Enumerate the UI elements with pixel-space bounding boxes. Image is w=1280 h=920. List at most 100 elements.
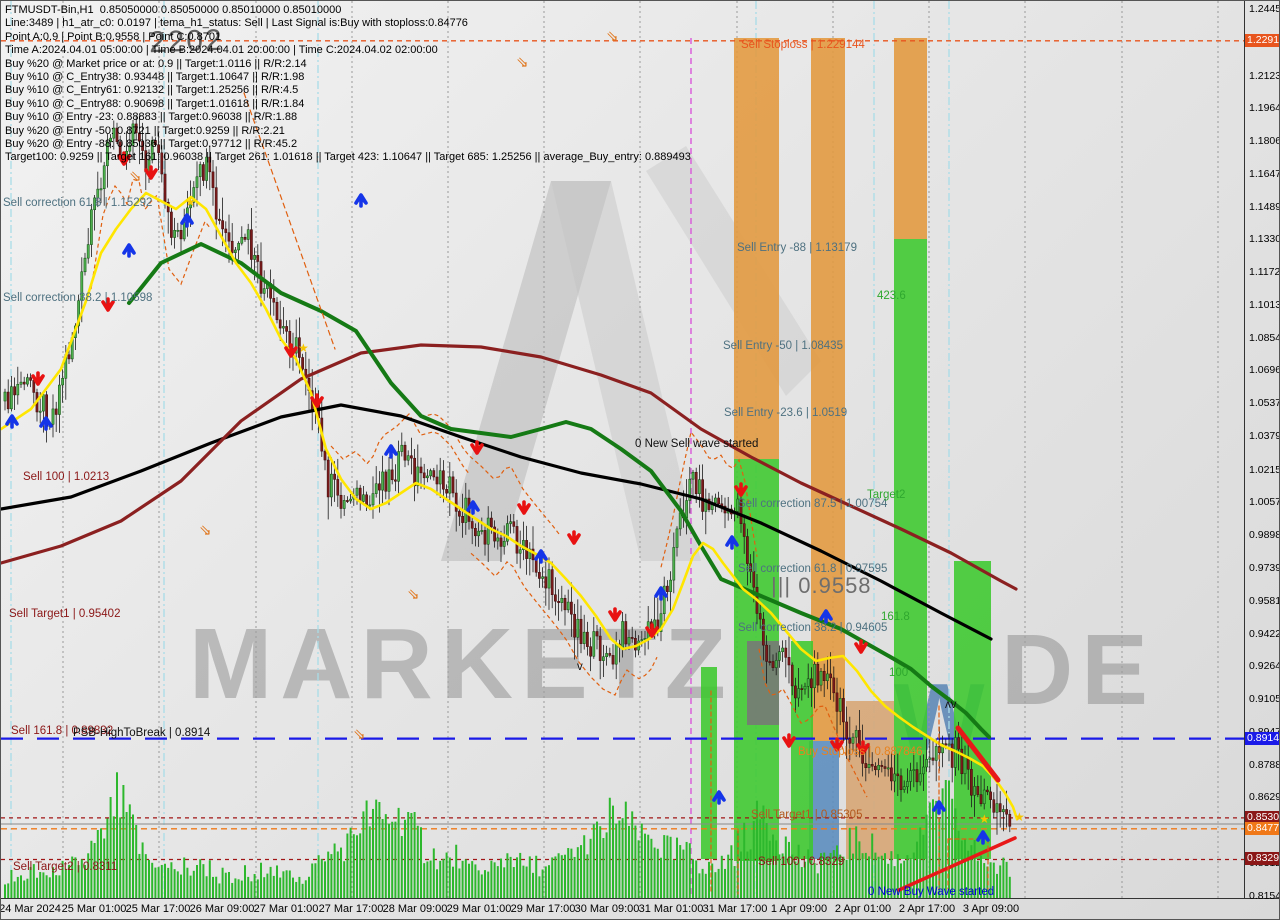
chart-annotation[interactable]: Sell correction 87.5 | 1.00754 — [738, 498, 888, 510]
chart-annotation[interactable]: Sell 100 | 1.0213 — [23, 471, 110, 483]
sell-arrow-icon[interactable] — [830, 737, 844, 752]
ma-yellow — [1, 191, 1019, 821]
chart-annotation[interactable]: 0 New Buy Wave started — [868, 886, 995, 898]
chart-annotation[interactable]: Sell Target1 | 0.95402 — [9, 608, 121, 620]
sell-arrow-icon[interactable] — [284, 343, 298, 358]
sell-arrow-icon[interactable] — [310, 393, 324, 408]
header-info-line: Buy %20 @ Market price or at: 0.9 || Tar… — [5, 57, 307, 70]
chart-annotation[interactable]: Sell Entry -88 | 1.13179 — [737, 242, 857, 254]
sell-arrow-icon[interactable] — [734, 482, 748, 497]
header-info-line: Line:3489 | h1_atr_c0: 0.0197 | tema_h1_… — [5, 17, 468, 30]
psar-trail — [90, 178, 212, 290]
trend-segment[interactable] — [243, 92, 336, 350]
price-tick: 1.13306 — [1249, 233, 1279, 246]
sell-arrow-icon[interactable] — [117, 151, 131, 166]
price-tag: 0.85305 — [1245, 810, 1279, 824]
chart-annotation[interactable]: ʌv — [945, 699, 957, 711]
buy-arrow-icon[interactable] — [39, 416, 53, 431]
time-tick: 27 Mar 17:00 — [318, 903, 384, 915]
chart-annotation[interactable]: Sell 100 | 0.8329 — [758, 856, 845, 868]
zone-band-green[interactable] — [894, 239, 927, 859]
sell-arrow-icon[interactable] — [101, 297, 115, 312]
price-tick: 1.03791 — [1249, 429, 1279, 442]
psar-trail — [420, 413, 560, 535]
buy-arrow-icon[interactable] — [976, 830, 990, 845]
sell-arrow-icon[interactable] — [517, 500, 531, 515]
chart-annotation[interactable]: Sell correction 61.8 | 0.97595 — [738, 563, 888, 575]
sell-arrow-icon[interactable] — [782, 733, 796, 748]
time-axis-separator — [1, 898, 1279, 899]
buy-arrow-icon[interactable] — [534, 549, 548, 564]
buy-arrow-icon[interactable] — [122, 243, 136, 258]
chart-annotation[interactable]: Sell Target1 | 0.85305 — [751, 809, 863, 821]
price-tag: 0.84776 — [1245, 821, 1279, 835]
chart-annotation[interactable]: Buy Stoploss | 0.887846 — [798, 746, 923, 758]
trend-segment[interactable] — [955, 725, 1001, 783]
buy-arrow-icon[interactable] — [932, 800, 946, 815]
chart-annotation[interactable]: 423.6 — [877, 290, 906, 302]
chart-annotation[interactable]: 100 — [889, 667, 909, 679]
buy-arrow-icon[interactable] — [384, 444, 398, 459]
buy-arrow-icon[interactable] — [466, 500, 480, 515]
chart-annotation[interactable]: Sell Target2 | 0.8311 — [13, 861, 118, 873]
zone-band-orange[interactable] — [811, 38, 845, 741]
chart-annotation[interactable]: Sell Stoploss | 1.229144 — [741, 39, 865, 51]
price-tick: 1.00571 — [1249, 496, 1279, 509]
price-tick: 1.14891 — [1249, 200, 1279, 213]
chart-annotation[interactable]: Sell Entry -23.6 | 1.0519 — [724, 407, 848, 419]
header-info-line: FTMUSDT-Bin,H1 0.85050000 0.85050000 0.8… — [5, 4, 342, 16]
chart-annotation[interactable]: Sell 161.8 | 0.89832 — [11, 725, 114, 737]
zone-band-tan[interactable] — [846, 701, 894, 859]
price-tick: 1.11720 — [1249, 266, 1280, 279]
trend-segment[interactable] — [897, 836, 1017, 892]
chart-annotation[interactable]: v — [577, 661, 583, 673]
time-tick: 25 Mar 01:00 — [61, 903, 127, 915]
buy-arrow-icon[interactable] — [819, 609, 833, 624]
price-tick: 0.86299 — [1249, 791, 1279, 804]
chart-annotation[interactable]: Sell correction 38.2 | 0.94605 — [738, 622, 888, 634]
buy-arrow-icon[interactable] — [712, 790, 726, 805]
price-tick: 0.87884 — [1249, 758, 1279, 771]
chart-annotation[interactable]: 0 New Sell wave started — [635, 438, 759, 450]
zone-band-orange[interactable] — [894, 38, 927, 239]
buy-arrow-icon[interactable] — [725, 535, 739, 550]
candles[interactable] — [3, 115, 1012, 835]
price-tick: 0.97399 — [1249, 561, 1279, 574]
psar-trail — [470, 552, 658, 696]
zone-band-orange[interactable] — [734, 38, 779, 459]
chart-annotation[interactable]: Sell correction 61.8 | 1.15292 — [3, 197, 153, 209]
buy-arrow-icon[interactable] — [354, 193, 368, 208]
zone-band-green[interactable] — [701, 667, 717, 859]
sell-arrow-icon[interactable] — [31, 371, 45, 386]
buy-arrow-icon[interactable] — [654, 586, 668, 601]
buy-arrow-icon[interactable] — [180, 213, 194, 228]
chart-annotation[interactable]: 161.8 — [881, 611, 910, 623]
chart-annotation[interactable]: Sell Entry -50 | 1.08435 — [723, 340, 843, 352]
header-info-line: Buy %10 @ Entry -23: 0.88883 || Target:0… — [5, 111, 298, 124]
point-b-price-label[interactable]: ||| 0.9558 — [771, 573, 872, 598]
price-tick: 1.02157 — [1249, 463, 1279, 476]
sell-arrow-icon[interactable] — [854, 639, 868, 654]
time-tick: 24 Mar 2024 — [0, 903, 61, 915]
header-info-line: Time A:2024.04.01 05:00:00 | Time B:2024… — [5, 44, 438, 57]
breakout-arrow-icon: ⇘ — [606, 28, 619, 45]
zone-band-blue[interactable] — [809, 741, 839, 859]
sell-arrow-icon[interactable] — [144, 165, 158, 180]
sell-arrow-icon[interactable] — [608, 607, 622, 622]
psar-trail — [758, 648, 868, 798]
sell-arrow-icon[interactable] — [470, 440, 484, 455]
chart-annotation[interactable]: Target2 — [867, 489, 906, 501]
sell-arrow-icon[interactable] — [567, 530, 581, 545]
sell-arrow-icon[interactable] — [645, 623, 659, 638]
chart-annotation[interactable]: PSB-HighToBreak | 0.8914 — [73, 727, 211, 739]
chart-annotation[interactable]: Sell correction 38.2 | 1.10598 — [3, 292, 153, 304]
price-tag: 1.22914 — [1245, 33, 1279, 47]
sell-arrow-icon[interactable] — [856, 740, 870, 755]
breakout-arrow-icon: ⇘ — [199, 522, 212, 539]
buy-arrow-icon[interactable] — [5, 414, 19, 429]
price-tick: 0.95814 — [1249, 594, 1279, 607]
